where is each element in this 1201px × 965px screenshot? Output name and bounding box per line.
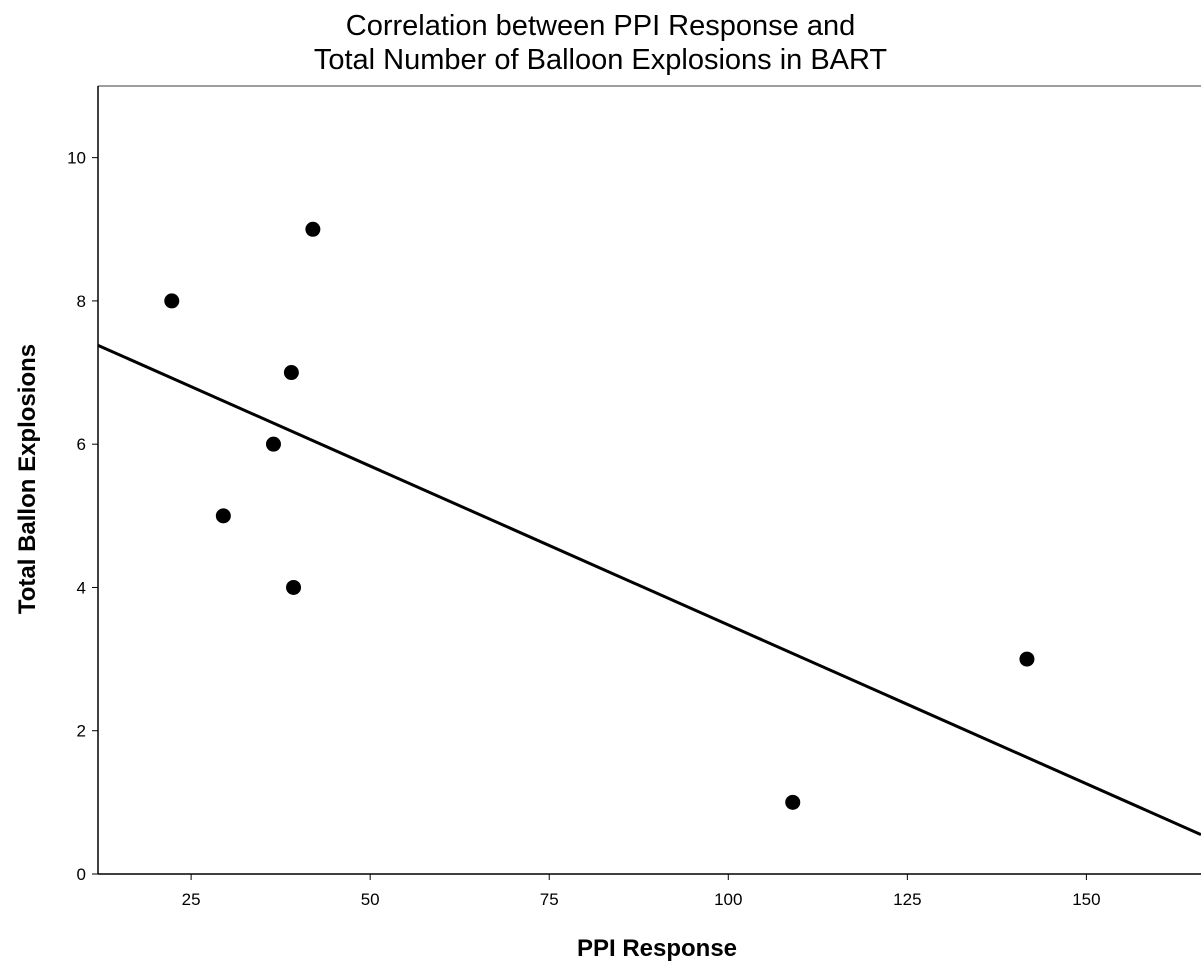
x-tick-label: 125 bbox=[893, 890, 921, 909]
data-point bbox=[1019, 651, 1035, 667]
y-tick-label: 2 bbox=[77, 722, 86, 741]
data-point bbox=[265, 436, 281, 452]
data-point bbox=[286, 579, 302, 595]
y-tick-label: 0 bbox=[77, 865, 86, 884]
points-layer bbox=[164, 221, 1035, 810]
data-point bbox=[164, 293, 180, 309]
x-tick-label: 25 bbox=[182, 890, 201, 909]
y-tick-label: 4 bbox=[77, 578, 86, 597]
x-tick-label: 50 bbox=[361, 890, 380, 909]
x-axis-title: PPI Response bbox=[577, 935, 737, 962]
chart-title-line-1: Correlation between PPI Response and bbox=[345, 10, 856, 42]
data-point bbox=[283, 365, 299, 381]
data-point bbox=[215, 508, 231, 524]
data-point bbox=[785, 794, 801, 810]
data-point bbox=[305, 221, 321, 237]
y-axis-title: Total Ballon Explosions bbox=[14, 344, 41, 614]
y-tick-label: 10 bbox=[67, 149, 86, 168]
x-tick-label: 75 bbox=[540, 890, 559, 909]
chart-title-line-2: Total Number of Balloon Explosions in BA… bbox=[313, 44, 888, 76]
fit-line bbox=[97, 343, 1201, 836]
fit-line-layer bbox=[97, 343, 1201, 836]
y-tick-label: 8 bbox=[77, 292, 86, 311]
x-tick-label: 100 bbox=[714, 890, 742, 909]
axes: 25 50 75 100 125 150 0 2 4 6 8 10 bbox=[67, 85, 1201, 909]
x-tick-label: 150 bbox=[1072, 890, 1100, 909]
y-tick-label: 6 bbox=[77, 435, 86, 454]
